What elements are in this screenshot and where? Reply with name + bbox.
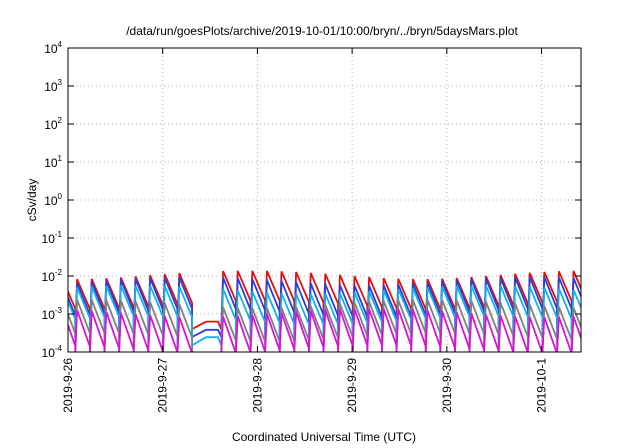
y-tick-label: 100 <box>44 192 62 208</box>
y-tick-label: 10-1 <box>42 230 63 246</box>
y-tick-label: 10-2 <box>42 268 63 284</box>
y-tick-label: 10-3 <box>42 306 63 322</box>
x-axis-label: Coordinated Universal Time (UTC) <box>232 430 416 444</box>
y-tick-label: 101 <box>44 154 62 170</box>
x-axis: 2019-9-26 2019-9-27 2019-9-28 2019-9-29 2019… <box>61 48 549 413</box>
x-tick-label: 2019-9-26 <box>61 358 75 413</box>
y-axis-label: cSv/day <box>25 179 39 222</box>
x-tick-label: 2019-9-29 <box>345 358 359 413</box>
x-tick-label: 2019-9-27 <box>156 358 170 413</box>
y-tick-label: 103 <box>44 78 62 94</box>
y-tick-label: 10-4 <box>42 344 63 360</box>
series-line <box>68 308 581 352</box>
x-tick-label: 2019-10-1 <box>535 358 549 413</box>
x-tick-label: 2019-9-28 <box>250 358 264 413</box>
series-group <box>68 270 581 352</box>
y-tick-label: 104 <box>44 40 62 56</box>
y-tick-label: 102 <box>44 116 62 132</box>
x-tick-label: 2019-9-30 <box>440 358 454 413</box>
chart-title: /data/run/goesPlots/archive/2019-10-01/1… <box>126 24 518 38</box>
